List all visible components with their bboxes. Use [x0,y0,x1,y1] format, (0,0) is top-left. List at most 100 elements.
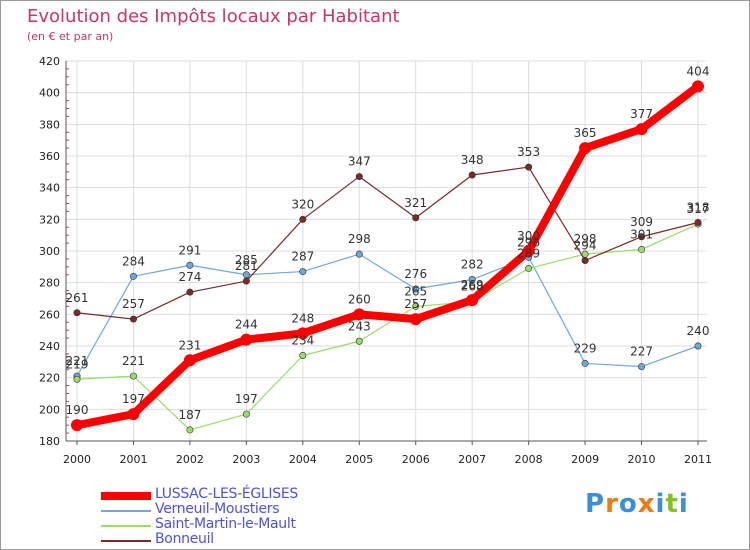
data-point [299,268,307,276]
data-label: 284 [122,254,145,268]
data-point [183,354,196,367]
data-label: 285 [235,253,258,267]
data-label: 347 [348,155,371,169]
x-tick-label: 2010 [628,453,656,466]
data-label: 321 [404,196,427,210]
x-tick-label: 2003 [232,453,260,466]
data-label: 190 [66,403,89,417]
data-point [579,142,592,155]
data-point [468,275,476,283]
data-point [240,333,253,346]
data-label: 269 [461,278,484,292]
data-point [129,315,137,323]
data-point [71,419,83,432]
y-tick-label: 240 [39,340,60,353]
data-label: 260 [348,292,371,306]
x-tick-label: 2000 [63,453,91,466]
data-label: 261 [66,291,89,305]
data-point [73,375,81,383]
data-point [638,363,646,371]
data-label: 300 [517,229,540,243]
data-label: 404 [687,64,710,78]
x-tick-label: 2008 [515,453,543,466]
data-label: 298 [348,232,371,246]
data-label: 294 [574,239,597,253]
data-point [127,408,140,421]
y-tick-label: 200 [39,403,60,416]
data-point [468,171,476,179]
data-label: 276 [404,267,427,281]
data-point [409,313,422,326]
data-point [242,277,250,285]
data-label: 301 [630,227,653,241]
data-label: 353 [517,145,540,159]
y-tick-label: 340 [39,182,60,195]
data-point [299,351,307,359]
data-point [353,308,366,321]
data-point [412,285,420,293]
series-line [76,253,699,377]
data-point [355,337,363,345]
data-label: 274 [178,270,201,284]
x-tick-label: 2005 [345,453,373,466]
data-label: 268 [461,280,484,294]
x-tick-label: 2011 [684,453,712,466]
data-label: 265 [404,284,427,298]
data-point [635,123,648,136]
data-label: 221 [122,354,145,368]
data-label: 248 [291,311,314,325]
data-point [412,302,420,310]
data-label: 296 [517,235,540,249]
x-tick-label: 2004 [289,453,317,466]
data-label: 244 [235,318,258,332]
data-point [242,410,250,418]
data-point [355,250,363,258]
data-label: 320 [291,197,314,211]
data-point [186,426,194,434]
series-line [76,223,699,431]
data-point [638,233,646,241]
data-label: 377 [630,107,653,121]
data-label: 365 [574,126,597,140]
data-label: 318 [687,201,710,215]
data-point [466,294,479,307]
legend-swatch [101,510,151,512]
data-point [581,359,589,367]
y-tick-label: 400 [39,87,60,100]
legend-swatch [101,525,151,527]
data-point [581,256,589,264]
data-label: 197 [235,392,258,406]
y-tick-label: 280 [39,277,60,290]
data-label: 298 [574,232,597,246]
data-label: 229 [574,341,597,355]
data-label: 240 [687,324,710,338]
data-point [692,80,704,93]
x-tick-label: 2002 [176,453,204,466]
legend-label: LUSSAC-LES-ÉGLISES [155,486,298,502]
data-label: 317 [687,202,710,216]
legend-swatch [101,540,151,542]
data-label: 221 [66,354,89,368]
x-tick-label: 2007 [458,453,486,466]
data-point [694,342,702,350]
data-point [355,173,363,181]
data-point [525,264,533,272]
y-tick-label: 320 [39,213,60,226]
data-label: 289 [517,246,540,260]
y-tick-label: 260 [39,308,60,321]
data-label: 243 [348,319,371,333]
data-point [638,245,646,253]
data-label: 291 [178,243,201,257]
data-label: 219 [66,357,89,371]
y-tick-label: 420 [39,55,60,68]
data-label: 187 [178,408,201,422]
y-tick-label: 300 [39,245,60,258]
data-point [522,245,535,257]
proxiti-logo: Proxiti [585,489,689,519]
legend-label: Verneuil-Moustiers [155,501,280,517]
data-label: 257 [404,297,427,311]
legend-label: Saint-Martin-le-Mault [155,516,296,532]
data-label: 287 [291,250,314,264]
